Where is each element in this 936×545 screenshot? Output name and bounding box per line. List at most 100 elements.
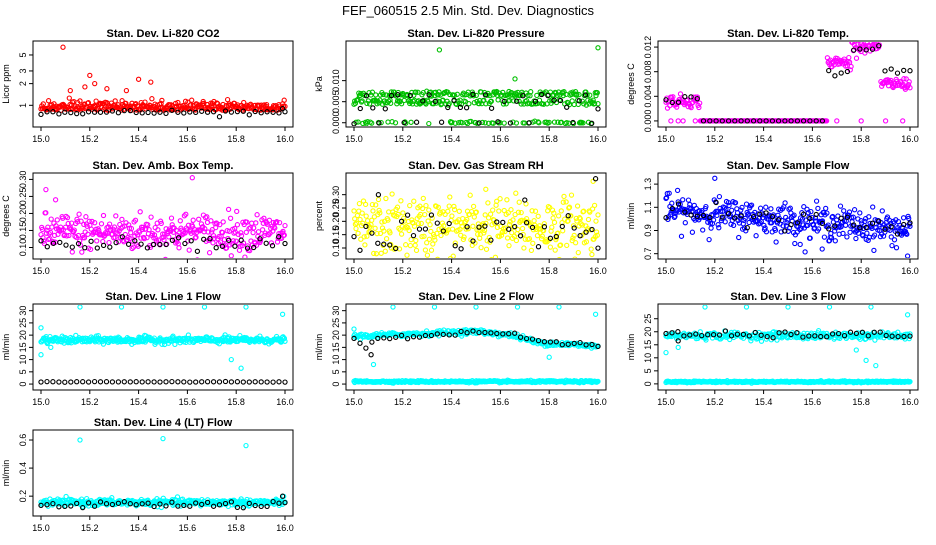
x-tick-label: 15.2 [81,397,99,407]
data-point [132,217,139,223]
data-point [494,219,500,225]
data-point [546,119,552,126]
data-point [675,329,681,335]
data-point [904,253,911,258]
data-point [401,119,407,126]
data-point [848,63,854,70]
data-point [48,216,54,222]
data-point [233,238,239,244]
data-point [374,230,380,237]
data-point [476,329,482,336]
data-point [523,335,530,342]
data-point [763,204,769,210]
data-point [857,210,863,216]
data-point [276,379,282,385]
data-point [677,91,684,97]
data-point [546,354,552,360]
data-point [375,240,381,246]
data-point [422,247,429,253]
data-point [370,105,376,111]
data-point [82,245,88,251]
data-point [865,237,871,244]
data-point [80,504,86,511]
data-point [77,437,83,443]
data-point [857,46,863,52]
data-point [226,237,232,243]
data-point [726,202,732,209]
data-point [63,493,69,500]
data-point [505,210,511,216]
data-point [446,332,452,338]
data-point [893,245,900,251]
series-hourly [38,105,288,120]
data-point [470,223,476,229]
data-point [371,250,377,257]
data-point [504,235,511,241]
data-point [675,338,681,344]
data-point [210,233,217,239]
data-point [241,99,247,106]
plot-area [38,175,288,258]
data-point [808,208,814,215]
data-point [876,42,883,48]
data-point [572,256,578,258]
data-point [703,203,709,210]
data-point [565,213,571,219]
data-point [133,379,139,385]
series-hourly [351,91,601,126]
x-tick-label: 15.2 [394,397,412,407]
data-point [141,338,147,344]
data-point [571,232,577,239]
y-tick-label: 0.25 [331,199,341,217]
data-point [175,503,181,509]
data-point [225,206,232,213]
data-point [768,220,775,226]
data-point [470,91,476,98]
data-point [669,205,675,212]
data-point [43,210,49,216]
data-point [549,224,555,230]
data-point [772,227,779,233]
plot-frame [32,172,294,260]
data-point [422,226,429,232]
data-point [100,212,107,219]
data-point [492,254,499,258]
data-point [91,109,98,115]
data-point [115,110,122,116]
data-point [74,216,80,222]
data-point [432,98,438,105]
x-tick-label: 15.0 [32,397,50,407]
data-point [583,89,589,95]
data-point [557,97,564,104]
data-point [50,500,56,507]
data-point [44,378,50,385]
data-point [539,91,545,98]
data-point [901,221,907,228]
data-point [381,335,387,341]
data-point [271,501,277,507]
data-point [253,220,259,226]
data-point [532,98,539,104]
data-point [576,91,582,98]
data-point [377,210,383,216]
data-point [378,250,384,256]
data-point [753,233,759,239]
data-point [539,233,545,239]
data-point [451,206,458,213]
data-point [502,225,509,231]
data-point [177,218,183,224]
y-tick-label: 0.005 [331,90,341,113]
data-point [517,233,524,239]
data-point [276,219,283,226]
data-point [716,332,723,338]
data-point [407,202,413,209]
y-tick-label: 0.008 [643,60,653,83]
data-point [356,200,363,207]
data-point [398,198,404,204]
data-point [556,305,562,310]
data-point [752,329,758,336]
data-point [680,197,686,203]
data-point [732,200,739,206]
data-point [857,225,863,231]
